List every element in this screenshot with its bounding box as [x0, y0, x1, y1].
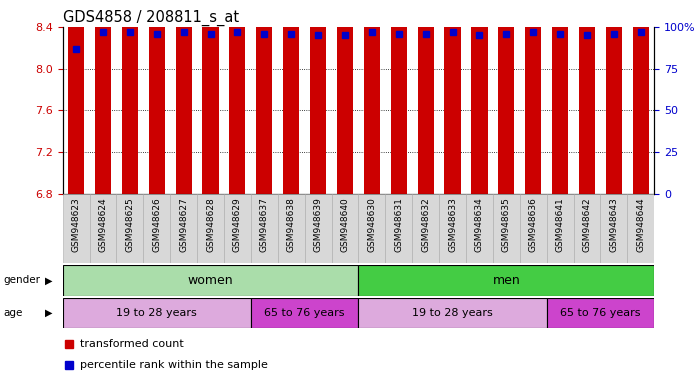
Bar	[310, 0, 326, 194]
Text: men: men	[493, 274, 520, 287]
Bar	[90, 194, 116, 263]
Bar	[358, 298, 546, 328]
Text: GSM948631: GSM948631	[394, 197, 403, 252]
Bar	[546, 194, 574, 263]
Bar	[546, 298, 654, 328]
Bar	[197, 194, 224, 263]
Bar	[525, 0, 541, 194]
Bar	[251, 194, 278, 263]
Text: GSM948632: GSM948632	[421, 197, 430, 252]
Bar	[63, 298, 251, 328]
Bar	[493, 194, 520, 263]
Text: 65 to 76 years: 65 to 76 years	[264, 308, 345, 318]
Bar	[224, 194, 251, 263]
Bar	[390, 0, 407, 194]
Text: GDS4858 / 208811_s_at: GDS4858 / 208811_s_at	[63, 9, 239, 25]
Bar	[520, 194, 546, 263]
Text: percentile rank within the sample: percentile rank within the sample	[81, 360, 268, 370]
Bar	[358, 194, 386, 263]
Bar	[601, 194, 627, 263]
Text: GSM948633: GSM948633	[448, 197, 457, 252]
Text: 65 to 76 years: 65 to 76 years	[560, 308, 641, 318]
Bar	[63, 265, 358, 296]
Bar	[331, 194, 358, 263]
Bar	[95, 0, 111, 194]
Text: gender: gender	[3, 275, 40, 285]
Text: GSM948644: GSM948644	[636, 197, 645, 252]
Bar	[283, 0, 299, 194]
Bar	[337, 0, 353, 194]
Bar	[606, 0, 622, 194]
Bar	[171, 194, 197, 263]
Bar	[552, 0, 568, 194]
Bar	[63, 194, 90, 263]
Bar	[498, 0, 514, 194]
Bar	[633, 0, 649, 194]
Bar	[305, 194, 331, 263]
Bar	[149, 0, 165, 194]
Text: GSM948639: GSM948639	[314, 197, 323, 252]
Text: GSM948636: GSM948636	[529, 197, 538, 252]
Bar	[445, 0, 461, 194]
Bar	[418, 0, 434, 194]
Text: ▶: ▶	[45, 275, 52, 285]
Bar	[256, 0, 272, 194]
Text: age: age	[3, 308, 23, 318]
Bar	[122, 0, 138, 194]
Text: GSM948629: GSM948629	[233, 197, 242, 252]
Bar	[627, 194, 654, 263]
Bar	[230, 0, 246, 194]
Text: GSM948641: GSM948641	[555, 197, 564, 252]
Text: women: women	[188, 274, 233, 287]
Text: GSM948628: GSM948628	[206, 197, 215, 252]
Text: GSM948630: GSM948630	[367, 197, 377, 252]
Text: GSM948624: GSM948624	[98, 197, 107, 252]
Bar	[412, 194, 439, 263]
Bar	[364, 0, 380, 194]
Text: GSM948626: GSM948626	[152, 197, 161, 252]
Bar	[116, 194, 143, 263]
Text: 19 to 28 years: 19 to 28 years	[116, 308, 197, 318]
Text: GSM948634: GSM948634	[475, 197, 484, 252]
Text: GSM948635: GSM948635	[502, 197, 511, 252]
Bar	[358, 265, 654, 296]
Bar	[439, 194, 466, 263]
Bar	[203, 0, 219, 194]
Bar	[278, 194, 305, 263]
Bar	[175, 0, 191, 194]
Bar	[143, 194, 171, 263]
Bar	[386, 194, 412, 263]
Bar	[466, 194, 493, 263]
Text: GSM948638: GSM948638	[287, 197, 296, 252]
Text: GSM948637: GSM948637	[260, 197, 269, 252]
Text: GSM948640: GSM948640	[340, 197, 349, 252]
Text: GSM948623: GSM948623	[72, 197, 81, 252]
Text: GSM948627: GSM948627	[179, 197, 188, 252]
Bar	[68, 0, 84, 194]
Text: 19 to 28 years: 19 to 28 years	[412, 308, 493, 318]
Text: ▶: ▶	[45, 308, 52, 318]
Text: GSM948642: GSM948642	[583, 197, 592, 252]
Bar	[574, 194, 601, 263]
Text: transformed count: transformed count	[81, 339, 184, 349]
Text: GSM948625: GSM948625	[125, 197, 134, 252]
Bar	[579, 0, 595, 194]
Text: GSM948643: GSM948643	[610, 197, 619, 252]
Bar	[251, 298, 358, 328]
Bar	[471, 0, 487, 194]
